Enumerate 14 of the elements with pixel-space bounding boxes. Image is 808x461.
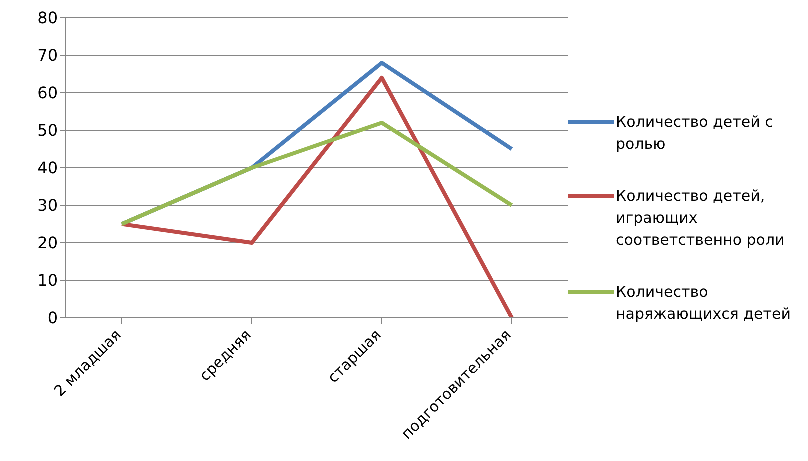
legend-label: Количество наряжающихся детей <box>616 282 792 325</box>
y-tick-label: 60 <box>38 84 58 103</box>
line-series <box>120 76 514 318</box>
y-tick-label: 70 <box>38 46 58 66</box>
line-series <box>120 121 514 226</box>
y-tick-label: 20 <box>38 234 58 253</box>
y-tick-label: 80 <box>38 8 58 28</box>
legend-label: Количество детей, играющих соответственно роли <box>616 186 786 251</box>
y-tick-label: 10 <box>38 271 58 290</box>
legend-label: Количество детей с ролью <box>616 112 774 155</box>
y-tick-label: 30 <box>38 196 58 216</box>
y-tick-label: 0 <box>48 308 58 328</box>
y-tick-label: 50 <box>38 121 58 140</box>
y-tick-label: 40 <box>38 158 58 178</box>
